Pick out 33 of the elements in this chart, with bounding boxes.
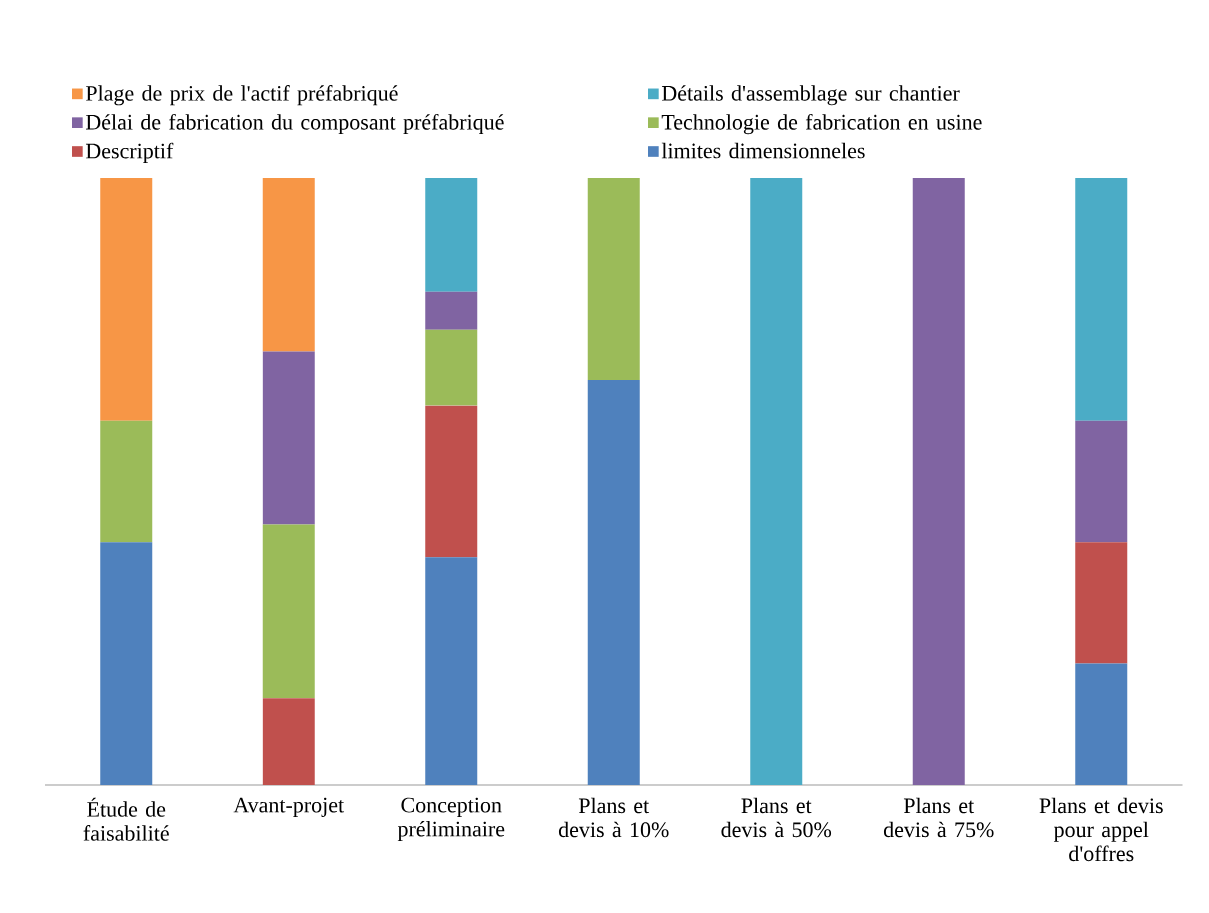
bar: [262, 177, 315, 352]
legend-label: Technologie de fabrication en usine: [661, 113, 982, 135]
bar: [425, 291, 478, 330]
bar: [262, 698, 315, 785]
bar: [100, 542, 153, 785]
x-tick-label: Plans et devis à 10%: [558, 797, 669, 838]
bar: [425, 557, 478, 785]
bar: [1075, 663, 1128, 785]
bar: [750, 177, 803, 785]
x-tick-label: Avant-projet: [233, 797, 345, 817]
legend-label: limites dimensionneles: [661, 142, 865, 159]
x-tick-label: Étude de faisabilité: [83, 797, 169, 841]
x-tick-label: Plans et devis à 75%: [883, 797, 994, 838]
bar: [1075, 542, 1128, 664]
x-tick-label: Plans et devis pour appel d'offres: [1039, 797, 1163, 862]
bar: [587, 380, 640, 785]
bar: [912, 177, 965, 785]
bar: [425, 405, 478, 558]
x-tick-label: Plans et devis à 50%: [721, 797, 832, 838]
legend-label: Plage de prix de l'actif préfabriqué: [85, 85, 398, 106]
bar: [100, 420, 153, 543]
bar: [425, 177, 478, 292]
bar: [100, 177, 153, 421]
legend-label: Descriptif: [85, 142, 174, 163]
bar: [1075, 420, 1128, 543]
bar: [425, 329, 478, 406]
bar: [262, 524, 315, 699]
bar: [1075, 177, 1128, 421]
legend-label: Délai de fabrication du composant préfabriqué: [85, 113, 504, 135]
legend-label: Détails d'assemblage sur chantier: [661, 85, 960, 106]
bar: [587, 177, 640, 381]
x-tick-label: Conception préliminaire: [397, 797, 505, 841]
bar: [262, 351, 315, 525]
